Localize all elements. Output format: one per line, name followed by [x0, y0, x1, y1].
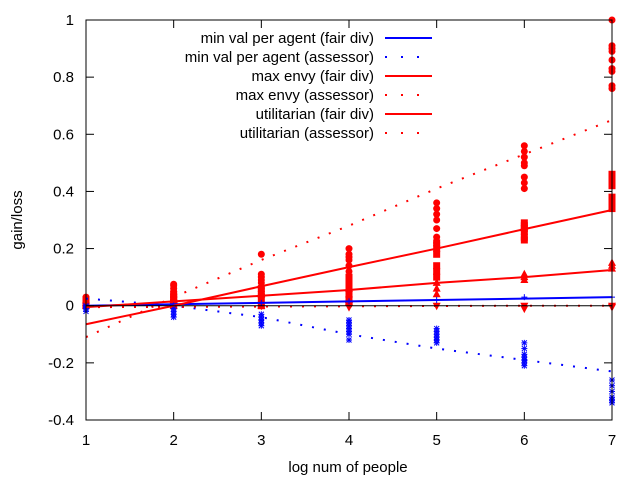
data-point-circle	[520, 159, 528, 167]
data-point-circle	[520, 185, 528, 193]
y-tick-label: 0.4	[53, 183, 74, 200]
data-point-circle	[345, 250, 353, 258]
data-point-circle	[520, 173, 528, 181]
data-point-circle	[520, 142, 528, 150]
y-tick-label: 0.2	[53, 241, 74, 258]
x-tick-label: 1	[82, 432, 90, 449]
axes-layer: 1 2 3 4 5 6 7 -0.4 -0.2 0 0.2 0.4 0.6 0.8 1	[48, 12, 616, 449]
series-line-3	[85, 269, 613, 309]
x-axis-label: log num of people	[288, 459, 407, 476]
data-point-triangle	[520, 269, 529, 278]
data-point-circle	[345, 267, 353, 275]
data-point-square	[345, 273, 353, 281]
data-point-square	[170, 290, 178, 298]
y-tick-label: 0.8	[53, 69, 74, 86]
data-point-square	[520, 233, 528, 241]
data-point-circle	[433, 199, 441, 207]
legend-label-6: utilitarian (assessor)	[240, 125, 374, 142]
data-point-star	[521, 339, 528, 346]
star-stroke	[433, 340, 440, 346]
lines-layer	[85, 119, 613, 373]
data-point-triangle	[257, 295, 266, 303]
data-point-down-triangle	[257, 302, 266, 311]
star-stroke	[258, 322, 265, 329]
x-tick-label: 2	[169, 432, 177, 449]
data-point-star	[521, 362, 528, 369]
legend-label-3: max envy (fair div)	[251, 68, 374, 85]
data-point-circle	[345, 245, 353, 253]
x-tick-label: 6	[520, 432, 528, 449]
series-line-1	[85, 296, 613, 307]
data-point-circle	[520, 179, 528, 187]
star-stroke	[170, 314, 177, 320]
data-point-circle	[433, 210, 441, 218]
x-tick-label: 7	[608, 432, 616, 449]
data-point-square	[433, 267, 441, 275]
legend: min val per agent (fair div) min val per …	[185, 30, 432, 142]
y-tick-label: 1	[66, 12, 74, 29]
data-point-square	[433, 273, 441, 281]
data-point-square	[433, 262, 441, 270]
star-stroke	[346, 337, 352, 343]
star-stroke	[521, 340, 528, 346]
data-point-circle	[433, 216, 441, 224]
legend-label-5: utilitarian (fair div)	[256, 106, 374, 123]
data-point-star	[433, 339, 440, 346]
data-point-circle	[520, 153, 528, 161]
data-point-square	[257, 285, 265, 293]
x-tick-label: 3	[257, 432, 265, 449]
data-point-triangle	[345, 289, 353, 298]
y-axis-label: gain/loss	[9, 190, 26, 249]
data-point-square	[345, 279, 353, 287]
star-stroke	[521, 362, 528, 369]
y-tick-label: 0.6	[53, 126, 74, 143]
data-point-circle	[520, 147, 528, 155]
legend-label-1: min val per agent (fair div)	[201, 30, 374, 47]
data-point-circle	[257, 270, 265, 278]
data-point-star	[346, 337, 352, 343]
y-tick-label: -0.4	[48, 412, 74, 429]
data-point-star	[521, 345, 528, 352]
data-point-square	[520, 219, 528, 227]
x-tick-label: 5	[432, 432, 440, 449]
legend-label-4: max envy (assessor)	[236, 87, 374, 104]
data-point-star	[258, 322, 265, 329]
data-point-circle	[170, 280, 178, 288]
y-tick-label: -0.2	[48, 355, 74, 372]
data-point-circle	[257, 250, 265, 258]
data-point-circle	[433, 205, 441, 213]
star-stroke	[521, 345, 528, 352]
x-tick-label: 4	[345, 432, 353, 449]
data-point-square	[433, 250, 441, 258]
data-point-star	[170, 314, 177, 321]
legend-label-2: min val per agent (assessor)	[185, 49, 374, 66]
data-point-square	[433, 239, 441, 247]
data-point-circle	[433, 225, 441, 233]
series-line-4	[85, 119, 613, 339]
y-tick-label: 0	[66, 298, 74, 315]
data-point-triangle	[432, 289, 441, 298]
data-point-triangle	[432, 284, 441, 292]
data-point-down-triangle	[432, 302, 441, 311]
data-point-down-triangle	[520, 305, 529, 314]
data-point-circle	[433, 233, 441, 241]
series-line-2	[85, 297, 613, 373]
